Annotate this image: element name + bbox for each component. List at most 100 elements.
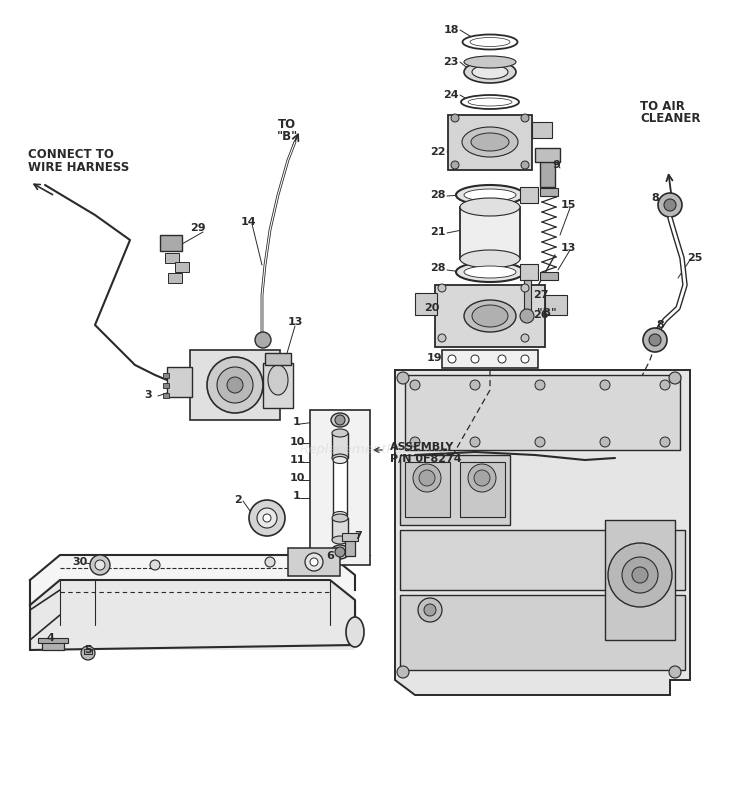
Circle shape bbox=[419, 470, 435, 486]
Text: 14: 14 bbox=[240, 217, 256, 227]
Bar bbox=[168, 273, 182, 283]
Circle shape bbox=[658, 193, 682, 217]
Text: 2: 2 bbox=[234, 495, 242, 505]
Text: 25: 25 bbox=[687, 253, 703, 263]
Ellipse shape bbox=[460, 250, 520, 268]
Circle shape bbox=[95, 560, 105, 570]
Ellipse shape bbox=[332, 536, 348, 544]
Text: 13: 13 bbox=[560, 243, 576, 253]
Circle shape bbox=[438, 284, 446, 292]
Ellipse shape bbox=[463, 35, 518, 50]
Circle shape bbox=[397, 666, 409, 678]
Bar bbox=[38, 638, 68, 643]
Circle shape bbox=[521, 355, 529, 363]
Text: 24: 24 bbox=[443, 90, 459, 100]
Ellipse shape bbox=[462, 127, 518, 157]
Ellipse shape bbox=[464, 266, 516, 278]
Bar bbox=[333, 460, 347, 515]
Circle shape bbox=[418, 598, 442, 622]
Circle shape bbox=[632, 567, 648, 583]
Text: CLEANER: CLEANER bbox=[640, 112, 700, 125]
Bar bbox=[163, 393, 169, 398]
Bar bbox=[545, 295, 567, 315]
Bar bbox=[532, 122, 552, 138]
Circle shape bbox=[217, 367, 253, 403]
Bar bbox=[332, 433, 348, 458]
Circle shape bbox=[622, 557, 658, 593]
Bar bbox=[342, 533, 358, 541]
Circle shape bbox=[451, 114, 459, 122]
Bar bbox=[405, 375, 680, 450]
Circle shape bbox=[410, 380, 420, 390]
Text: 26: 26 bbox=[533, 310, 549, 320]
Bar bbox=[332, 518, 348, 540]
Circle shape bbox=[660, 437, 670, 447]
Text: 1: 1 bbox=[293, 417, 301, 427]
Text: 7: 7 bbox=[354, 531, 362, 541]
Text: 28: 28 bbox=[430, 263, 445, 273]
Text: 13: 13 bbox=[287, 317, 303, 327]
Circle shape bbox=[470, 380, 480, 390]
Circle shape bbox=[335, 415, 345, 425]
Text: 1: 1 bbox=[293, 491, 301, 501]
Bar bbox=[535, 148, 560, 162]
Bar bbox=[460, 207, 520, 259]
Circle shape bbox=[649, 334, 661, 346]
Ellipse shape bbox=[331, 545, 349, 559]
Bar bbox=[263, 363, 293, 408]
Circle shape bbox=[669, 372, 681, 384]
Bar bbox=[415, 293, 437, 315]
Circle shape bbox=[410, 437, 420, 447]
Circle shape bbox=[95, 563, 105, 573]
Text: 27: 27 bbox=[533, 290, 549, 300]
Text: 29: 29 bbox=[190, 223, 206, 233]
Text: TO AIR: TO AIR bbox=[640, 100, 685, 113]
Bar bbox=[165, 253, 179, 263]
Circle shape bbox=[310, 558, 318, 566]
Circle shape bbox=[643, 328, 667, 352]
Text: 8: 8 bbox=[656, 320, 664, 330]
Text: 19: 19 bbox=[427, 353, 442, 363]
Text: 28: 28 bbox=[430, 190, 445, 200]
Bar bbox=[160, 235, 182, 251]
Circle shape bbox=[471, 355, 479, 363]
Text: WIRE HARNESS: WIRE HARNESS bbox=[28, 161, 129, 174]
Ellipse shape bbox=[332, 454, 348, 462]
Ellipse shape bbox=[456, 185, 524, 205]
Ellipse shape bbox=[468, 98, 512, 106]
Text: 6: 6 bbox=[326, 551, 334, 561]
Circle shape bbox=[600, 437, 610, 447]
Circle shape bbox=[397, 372, 409, 384]
Bar bbox=[175, 262, 189, 272]
Ellipse shape bbox=[472, 65, 508, 79]
Bar bbox=[540, 155, 555, 187]
Bar bbox=[435, 285, 545, 347]
Text: "B": "B" bbox=[537, 308, 556, 318]
Bar bbox=[605, 520, 675, 640]
Bar bbox=[520, 187, 538, 203]
Circle shape bbox=[263, 514, 271, 522]
Circle shape bbox=[438, 334, 446, 342]
Bar bbox=[288, 548, 340, 576]
Bar bbox=[310, 410, 370, 565]
Circle shape bbox=[451, 161, 459, 169]
Ellipse shape bbox=[464, 189, 516, 201]
Circle shape bbox=[448, 355, 456, 363]
Polygon shape bbox=[30, 555, 355, 615]
Ellipse shape bbox=[333, 512, 347, 519]
Ellipse shape bbox=[464, 300, 516, 332]
Circle shape bbox=[227, 377, 243, 393]
Circle shape bbox=[335, 547, 345, 557]
Circle shape bbox=[664, 199, 676, 211]
Bar bbox=[460, 462, 505, 517]
Text: 18: 18 bbox=[443, 25, 459, 35]
Text: 3: 3 bbox=[144, 390, 152, 400]
Text: 21: 21 bbox=[430, 227, 445, 237]
Ellipse shape bbox=[268, 365, 288, 395]
Polygon shape bbox=[395, 370, 690, 695]
Ellipse shape bbox=[346, 617, 364, 647]
Circle shape bbox=[474, 470, 490, 486]
Text: 22: 22 bbox=[430, 147, 445, 157]
Text: TO: TO bbox=[278, 118, 296, 131]
Polygon shape bbox=[30, 580, 355, 650]
